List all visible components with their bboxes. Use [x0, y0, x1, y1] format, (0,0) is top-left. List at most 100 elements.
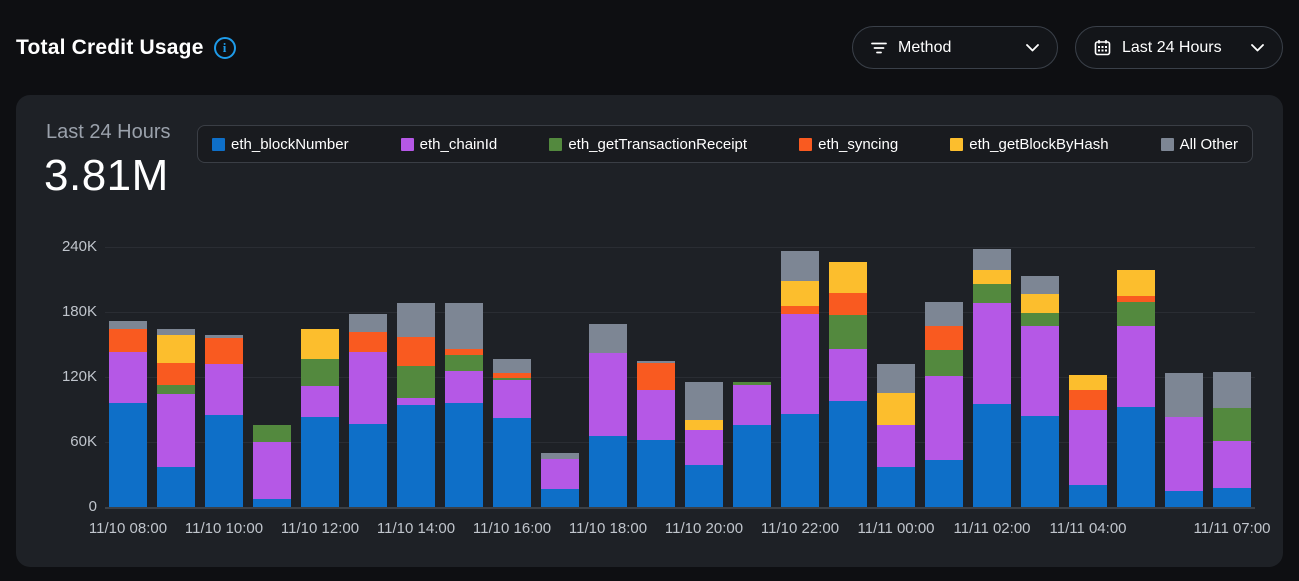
gridline — [105, 247, 1255, 248]
legend-item[interactable]: eth_getTransactionReceipt — [549, 136, 747, 153]
stacked-bar[interactable] — [1069, 374, 1107, 507]
stacked-bar[interactable] — [253, 424, 291, 507]
bar-segment — [205, 338, 243, 365]
header: Total Credit Usage i Method Last 24 Hour… — [0, 0, 1299, 95]
bar-segment — [877, 393, 915, 425]
calendar-icon — [1094, 39, 1111, 56]
stacked-bar[interactable] — [157, 329, 195, 507]
bar-segment — [541, 459, 579, 489]
bar-segment — [1165, 417, 1203, 491]
legend-label: eth_getTransactionReceipt — [568, 135, 748, 153]
bar-segment — [925, 349, 963, 376]
stacked-bar[interactable] — [1117, 269, 1155, 507]
bar-segment — [109, 320, 147, 330]
filter-icon — [871, 41, 887, 55]
bar-segment — [445, 303, 483, 349]
legend-swatch — [1160, 137, 1174, 151]
bar-segment — [1021, 416, 1059, 507]
bar-segment — [1021, 276, 1059, 294]
stacked-bar[interactable] — [397, 303, 435, 507]
bar-segment — [685, 382, 723, 421]
bar-segment — [589, 435, 627, 507]
bar-segment — [157, 384, 195, 395]
bar-segment — [637, 362, 675, 391]
bar-segment — [253, 499, 291, 507]
gridline — [105, 442, 1255, 443]
stacked-bar[interactable] — [109, 320, 147, 507]
bar-segment — [685, 420, 723, 431]
stacked-bar[interactable] — [733, 382, 771, 507]
info-icon[interactable]: i — [213, 36, 236, 59]
total-credits-value: 3.81M — [44, 151, 169, 200]
bar-segment — [397, 336, 435, 367]
bar-segment — [781, 413, 819, 507]
bar-segment — [445, 355, 483, 371]
stacked-bar[interactable] — [973, 249, 1011, 507]
x-axis-tick-label: 11/11 02:00 — [953, 520, 1031, 537]
x-axis-tick-label: 11/10 20:00 — [664, 520, 744, 537]
stacked-bar[interactable] — [637, 360, 675, 507]
bar-segment — [397, 303, 435, 337]
filter-controls: Method Last 24 Hours — [852, 26, 1283, 69]
stacked-bar[interactable] — [829, 262, 867, 507]
bar-segment — [925, 460, 963, 507]
stacked-bar[interactable] — [349, 314, 387, 507]
legend-swatch — [400, 137, 414, 151]
legend-label: eth_syncing — [818, 135, 899, 153]
legend-item[interactable]: eth_syncing — [799, 136, 898, 153]
chart-plot: 0 60K 120K 180K 240K — [62, 238, 1255, 515]
bar-segment — [637, 360, 675, 363]
legend-item[interactable]: eth_blockNumber — [212, 136, 349, 153]
stacked-bar[interactable] — [925, 302, 963, 507]
bar-segment — [1213, 371, 1251, 409]
legend-item[interactable]: eth_getBlockByHash — [950, 135, 1109, 153]
x-axis-tick-label: 11/10 12:00 — [280, 520, 360, 537]
chevron-down-icon — [1026, 43, 1039, 52]
stacked-bar[interactable] — [589, 323, 627, 507]
stacked-bar[interactable] — [301, 329, 339, 507]
gridline — [105, 312, 1255, 313]
title-wrap: Total Credit Usage i — [16, 36, 236, 60]
bar-segment — [877, 364, 915, 394]
bar-segment — [829, 315, 867, 349]
period-label: Last 24 Hours — [46, 121, 171, 143]
stacked-bar[interactable] — [877, 364, 915, 507]
bar-segment — [829, 292, 867, 316]
bar-segment — [1213, 487, 1251, 507]
bar-segment — [1213, 440, 1251, 488]
stacked-bar[interactable] — [1021, 276, 1059, 507]
bar-segment — [733, 382, 771, 385]
stacked-bar[interactable] — [445, 303, 483, 507]
stacked-bar[interactable] — [685, 382, 723, 507]
bar-segment — [301, 329, 339, 359]
bar-segment — [349, 331, 387, 353]
bar-segment — [829, 262, 867, 293]
bar-segment — [1069, 374, 1107, 391]
time-range-dropdown[interactable]: Last 24 Hours — [1075, 26, 1283, 69]
plot-bars — [105, 247, 1255, 507]
bar-segment — [493, 378, 531, 381]
legend-swatch — [212, 137, 225, 151]
bar-segment — [637, 439, 675, 507]
chart-legend: eth_blockNumber eth_chainId eth_getTransac… — [197, 125, 1253, 163]
stacked-bar[interactable] — [781, 251, 819, 507]
stacked-bar[interactable] — [493, 358, 531, 507]
stacked-bar[interactable] — [205, 334, 243, 507]
y-axis-tick-label: 120K — [61, 368, 97, 385]
legend-item[interactable]: eth_chainId — [400, 135, 498, 153]
x-axis-tick-label: 11/10 16:00 — [472, 520, 552, 537]
legend-label: eth_getBlockByHash — [969, 135, 1109, 153]
bar-segment — [205, 364, 243, 415]
method-filter-label: Method — [898, 38, 952, 56]
method-filter-dropdown[interactable]: Method — [852, 26, 1058, 69]
stacked-bar[interactable] — [1213, 371, 1251, 507]
x-axis-tick-label: 11/10 18:00 — [568, 520, 648, 537]
credit-usage-card: Last 24 Hours 3.81M eth_blockNumber eth_c… — [16, 95, 1283, 567]
bar-segment — [349, 314, 387, 332]
legend-item[interactable]: All Other — [1160, 136, 1238, 153]
legend-swatch — [950, 137, 964, 151]
legend-label: eth_blockNumber — [231, 135, 349, 153]
stacked-bar[interactable] — [541, 452, 579, 507]
legend-label: eth_chainId — [419, 135, 498, 153]
stacked-bar[interactable] — [1165, 372, 1203, 507]
